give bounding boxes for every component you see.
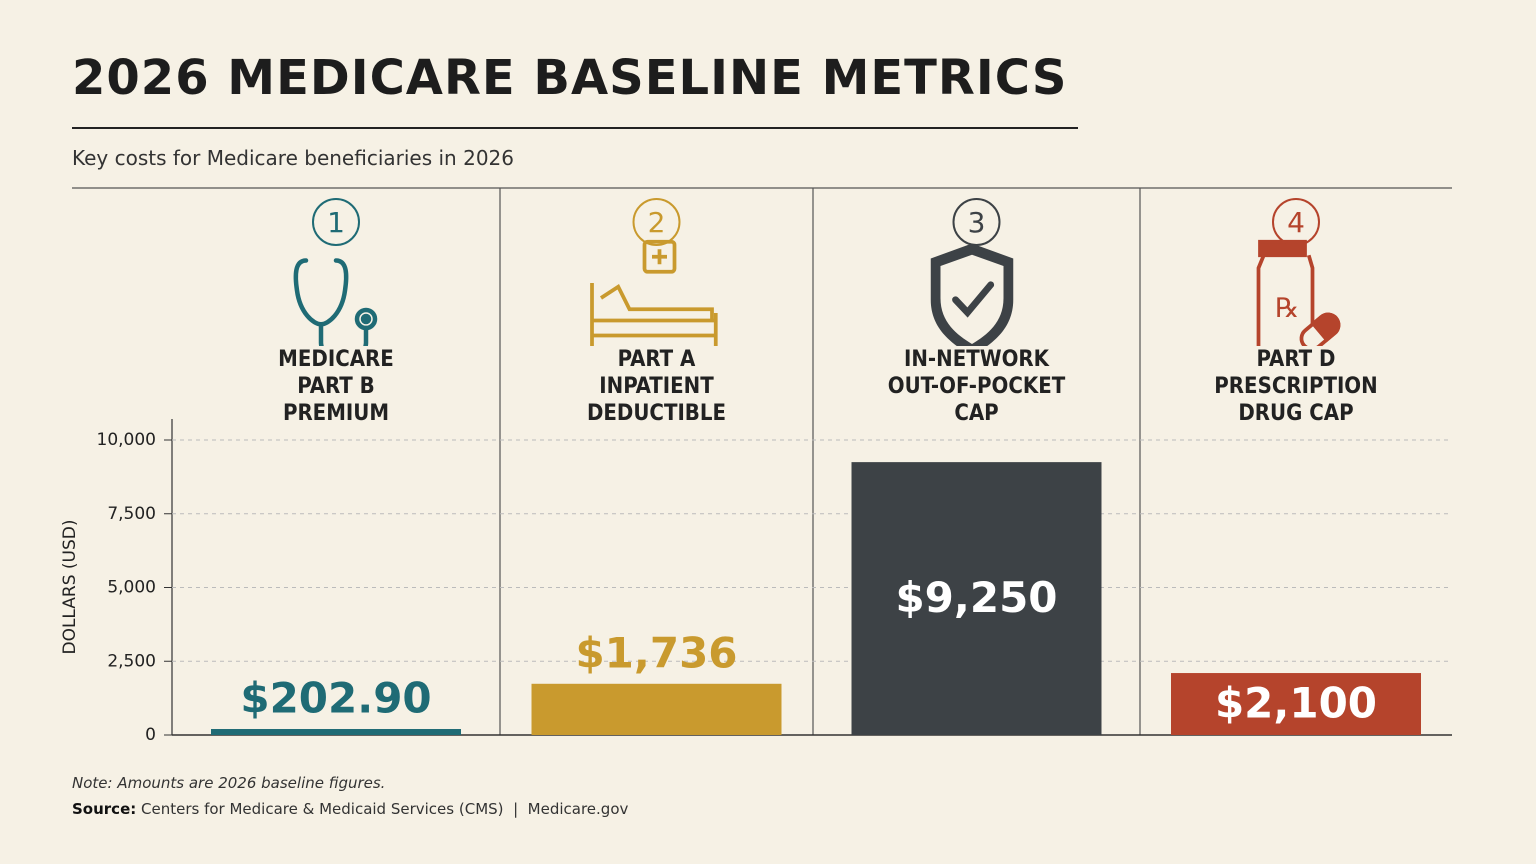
value-label: $1,736 — [575, 628, 737, 677]
bed-icon — [590, 239, 718, 358]
source-line: Source: Centers for Medicare & Medicaid … — [72, 800, 628, 818]
pill-bottle-icon: ℞ — [1256, 239, 1341, 360]
number-badge — [952, 198, 1001, 246]
number-badge — [312, 198, 360, 246]
category-label: PART D PRESCRIPTION DRUG CAP — [1151, 346, 1441, 427]
value-label: $2,100 — [1215, 679, 1377, 728]
y-tick-label: 2,500 — [107, 651, 156, 671]
y-tick-label: 7,500 — [107, 504, 156, 524]
category-label: IN-NETWORK OUT-OF-POCKET CAP — [831, 346, 1122, 427]
bar — [211, 729, 461, 735]
panel-number: 4 — [1287, 206, 1305, 239]
bar — [1171, 673, 1421, 735]
source-separator: | — [513, 800, 519, 818]
value-label: $202.90 — [240, 674, 431, 723]
shield-icon — [930, 243, 1014, 356]
title: 2026 MEDICARE BASELINE METRICS — [72, 50, 1068, 106]
rx-symbol: ℞ — [1275, 293, 1299, 324]
stethoscope-icon — [293, 258, 378, 360]
note: Note: Amounts are 2026 baseline figures. — [72, 774, 386, 792]
source-label: Source: — [72, 800, 137, 818]
panel-number: 2 — [648, 206, 666, 239]
number-badge — [1272, 198, 1320, 246]
y-tick-label: 0 — [145, 725, 156, 745]
bar — [531, 683, 782, 735]
source-link: Medicare.gov — [527, 800, 629, 818]
y-tick-label: 10,000 — [97, 430, 156, 450]
y-axis-label: DOLLARS (USD) — [60, 519, 80, 654]
y-tick-label: 5,000 — [107, 578, 156, 598]
subtitle: Key costs for Medicare beneficiaries in … — [72, 146, 514, 170]
number-badge — [632, 198, 681, 246]
category-label: MEDICARE PART B PREMIUM — [191, 346, 481, 427]
panel-number: 3 — [968, 206, 986, 239]
value-label: $9,250 — [895, 573, 1057, 622]
source: Centers for Medicare & Medicaid Services… — [141, 800, 504, 818]
bar — [851, 462, 1102, 735]
category-label: PART A INPATIENT DEDUCTIBLE — [511, 346, 802, 427]
panel-number: 1 — [327, 206, 345, 239]
